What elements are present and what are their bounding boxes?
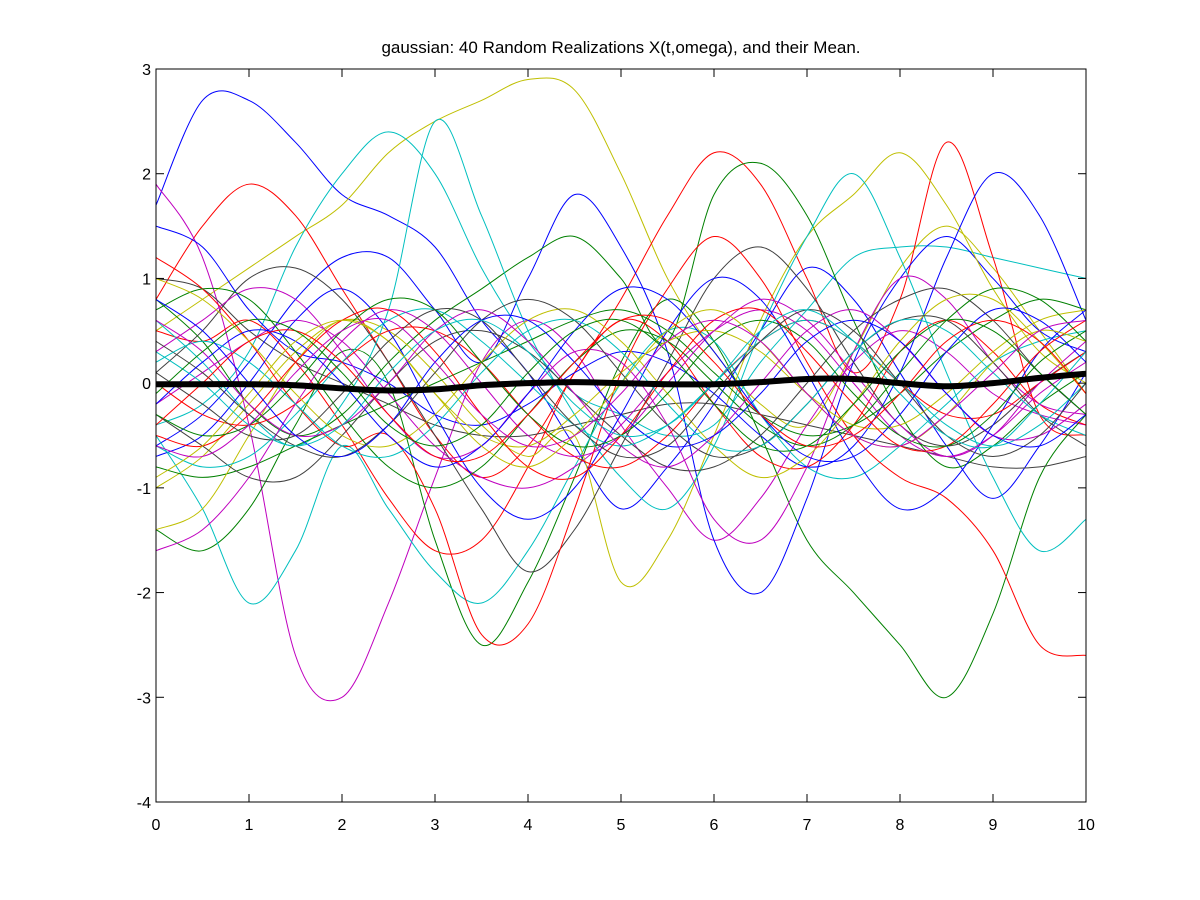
x-axis: 0 1 2 3 4 5 6 7 8 9 10 [152, 69, 1095, 834]
mean-line [156, 370, 1086, 394]
realization-line-17 [156, 118, 1086, 553]
y-tick-label: -2 [137, 586, 151, 603]
realization-line-4 [156, 141, 1086, 478]
y-tick-label: -1 [137, 481, 151, 498]
y-tick-label: -4 [137, 795, 151, 812]
realization-line-18 [156, 298, 1086, 478]
x-tick-label: 0 [152, 817, 161, 834]
y-axis: -4 -3 -2 -1 0 1 2 3 [137, 62, 1086, 812]
realization-line-14 [156, 246, 1086, 573]
y-tick-label: 2 [142, 167, 151, 184]
x-tick-label: 4 [524, 817, 533, 834]
realization-line-16 [156, 236, 1086, 657]
x-tick-label: 7 [803, 817, 812, 834]
y-tick-label: 0 [142, 376, 151, 393]
realization-line-38 [156, 309, 1086, 449]
realization-line-10 [156, 326, 1086, 605]
y-tick-label: 1 [142, 271, 151, 288]
realization-line-31 [156, 318, 1086, 459]
realization-line-8 [156, 193, 1086, 595]
realization-line-23 [156, 319, 1086, 469]
chart-title: gaussian: 40 Random Realizations X(t,ome… [381, 38, 860, 57]
y-tick-label: 3 [142, 62, 151, 79]
x-tick-label: 6 [710, 817, 719, 834]
realization-line-12 [156, 309, 1086, 489]
realization-line-40 [156, 318, 1086, 458]
realization-line-39 [156, 318, 1086, 452]
mean-layer [156, 370, 1086, 394]
realization-line-15 [156, 172, 1086, 468]
x-tick-label: 3 [431, 817, 440, 834]
x-tick-label: 1 [245, 817, 254, 834]
x-tick-label: 10 [1077, 817, 1095, 834]
realization-line-28 [156, 298, 1086, 459]
realization-line-29 [156, 286, 1086, 468]
x-tick-label: 2 [338, 817, 347, 834]
realization-line-1 [156, 90, 1086, 510]
realization-line-2 [156, 77, 1086, 428]
realization-line-19 [156, 275, 1086, 544]
y-tick-label: -3 [137, 690, 151, 707]
realization-line-36 [156, 298, 1086, 458]
realization-line-3 [156, 131, 1086, 437]
x-tick-label: 8 [896, 817, 905, 834]
realization-line-27 [156, 277, 1086, 478]
x-tick-label: 9 [989, 817, 998, 834]
x-tick-label: 5 [617, 817, 626, 834]
realization-line-13 [156, 152, 1086, 588]
realization-line-35 [156, 308, 1086, 459]
